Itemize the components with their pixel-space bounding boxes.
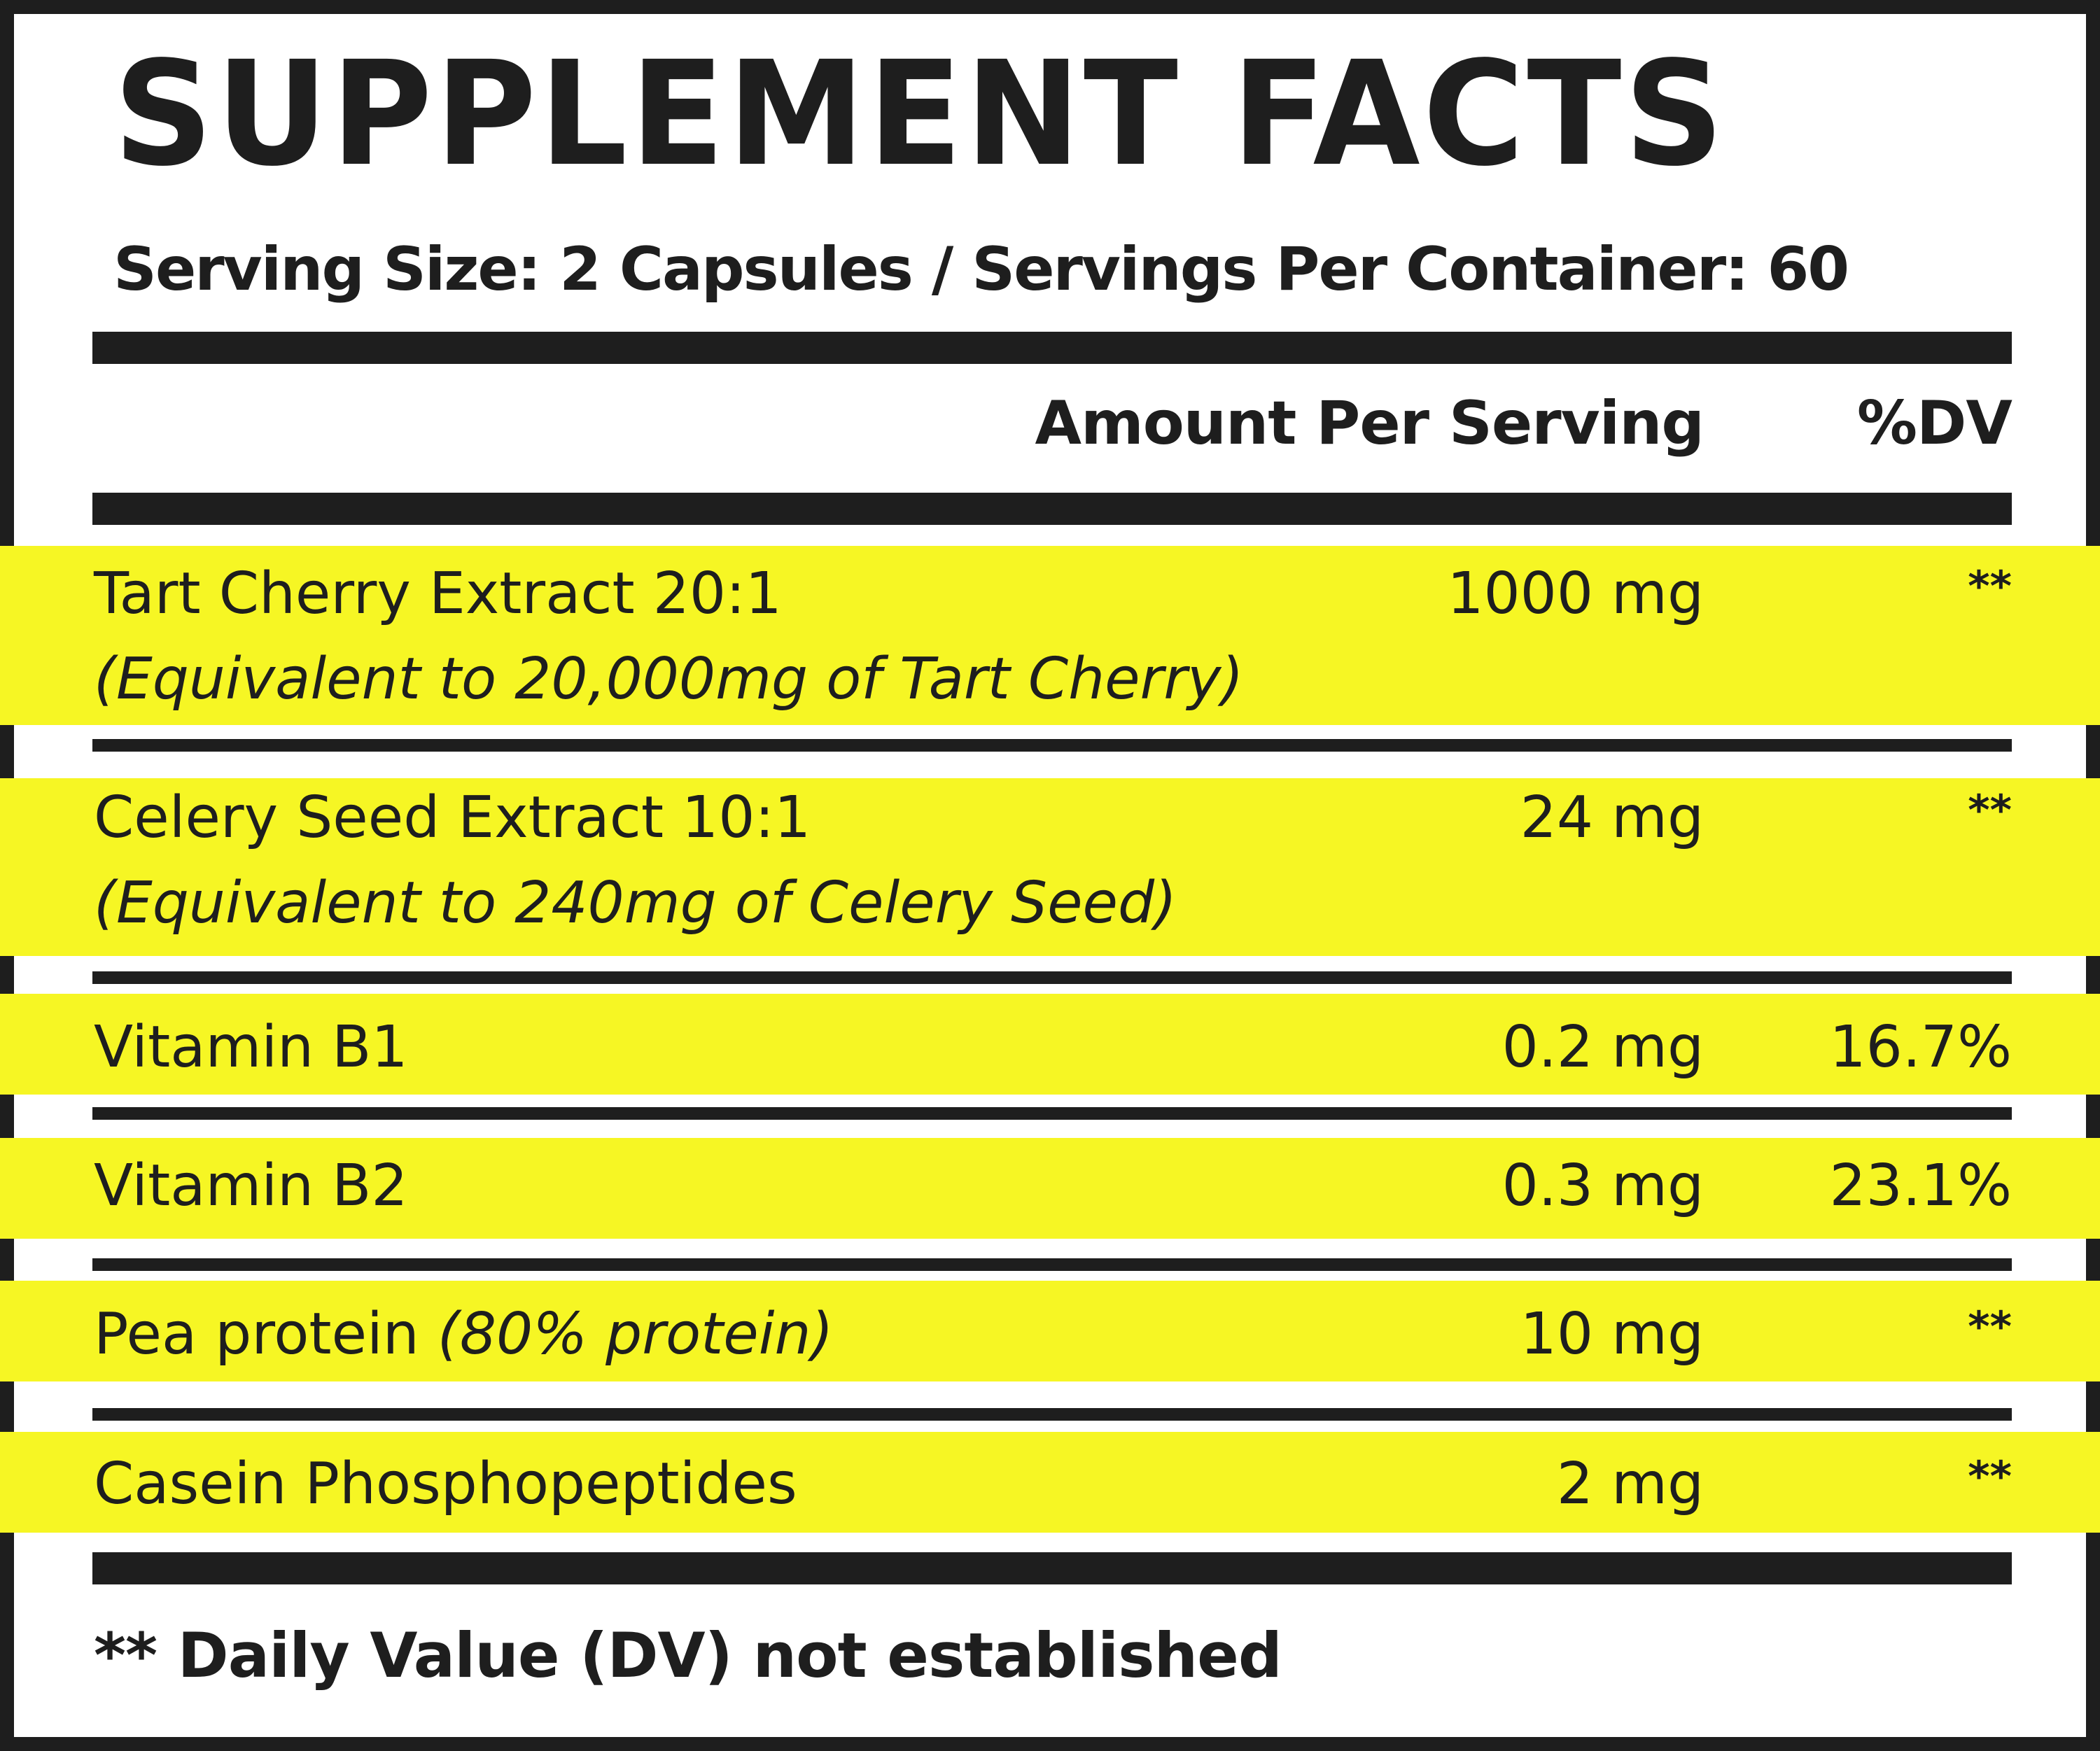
ingredient-dv: ** xyxy=(1968,562,2012,611)
ingredient-amount: 10 mg xyxy=(1520,1301,1704,1367)
ingredient-dv: ** xyxy=(1968,1452,2012,1501)
thick-divider xyxy=(92,332,2012,364)
serving-line: Serving Size: 2 Capsules / Servings Per … xyxy=(113,234,1849,304)
ingredient-name-note: (80% protein) xyxy=(437,1301,834,1367)
label-title: SUPPLEMENT FACTS xyxy=(113,30,1727,198)
thick-divider xyxy=(92,493,2012,525)
column-header-dv: %DV xyxy=(1856,388,2012,458)
thin-divider xyxy=(92,1258,2012,1271)
ingredient-dv: 23.1% xyxy=(1829,1153,2012,1219)
row-highlight-vitamin-b2 xyxy=(0,1138,2100,1239)
row-highlight-vitamin-b1 xyxy=(0,994,2100,1095)
row-highlight-tart-cherry xyxy=(0,546,2100,725)
ingredient-name: Celery Seed Extract 10:1 xyxy=(94,785,811,851)
ingredient-dv: ** xyxy=(1968,786,2012,835)
ingredient-amount: 24 mg xyxy=(1520,785,1704,851)
ingredient-dv: 16.7% xyxy=(1829,1014,2012,1081)
thin-divider xyxy=(92,1107,2012,1120)
thin-divider xyxy=(92,739,2012,752)
row-highlight-celery-seed xyxy=(0,778,2100,956)
ingredient-amount: 2 mg xyxy=(1556,1451,1704,1517)
ingredient-name: Tart Cherry Extract 20:1 xyxy=(94,561,782,627)
ingredient-amount: 0.2 mg xyxy=(1502,1014,1704,1081)
ingredient-dv: ** xyxy=(1968,1302,2012,1351)
ingredient-name: Vitamin B2 xyxy=(94,1153,408,1219)
thin-divider xyxy=(92,971,2012,984)
ingredient-name: Casein Phosphopeptides xyxy=(94,1451,797,1517)
ingredient-amount: 0.3 mg xyxy=(1502,1153,1704,1219)
ingredient-amount: 1000 mg xyxy=(1447,561,1704,627)
thin-divider xyxy=(92,1408,2012,1421)
column-header-amount: Amount Per Serving xyxy=(1035,388,1704,458)
row-highlight-pea-protein xyxy=(0,1281,2100,1381)
ingredient-note: (Equivalent to 240mg of Celery Seed) xyxy=(94,870,1177,936)
thick-divider xyxy=(92,1552,2012,1584)
ingredient-name: Vitamin B1 xyxy=(94,1014,408,1081)
row-highlight-casein xyxy=(0,1432,2100,1533)
ingredient-name-text: Pea protein xyxy=(94,1301,419,1367)
ingredient-note: (Equivalent to 20,000mg of Tart Cherry) xyxy=(94,646,1244,712)
ingredient-name: Pea protein (80% protein) xyxy=(94,1306,833,1363)
footnote: ** Daily Value (DV) not established xyxy=(94,1619,1282,1692)
